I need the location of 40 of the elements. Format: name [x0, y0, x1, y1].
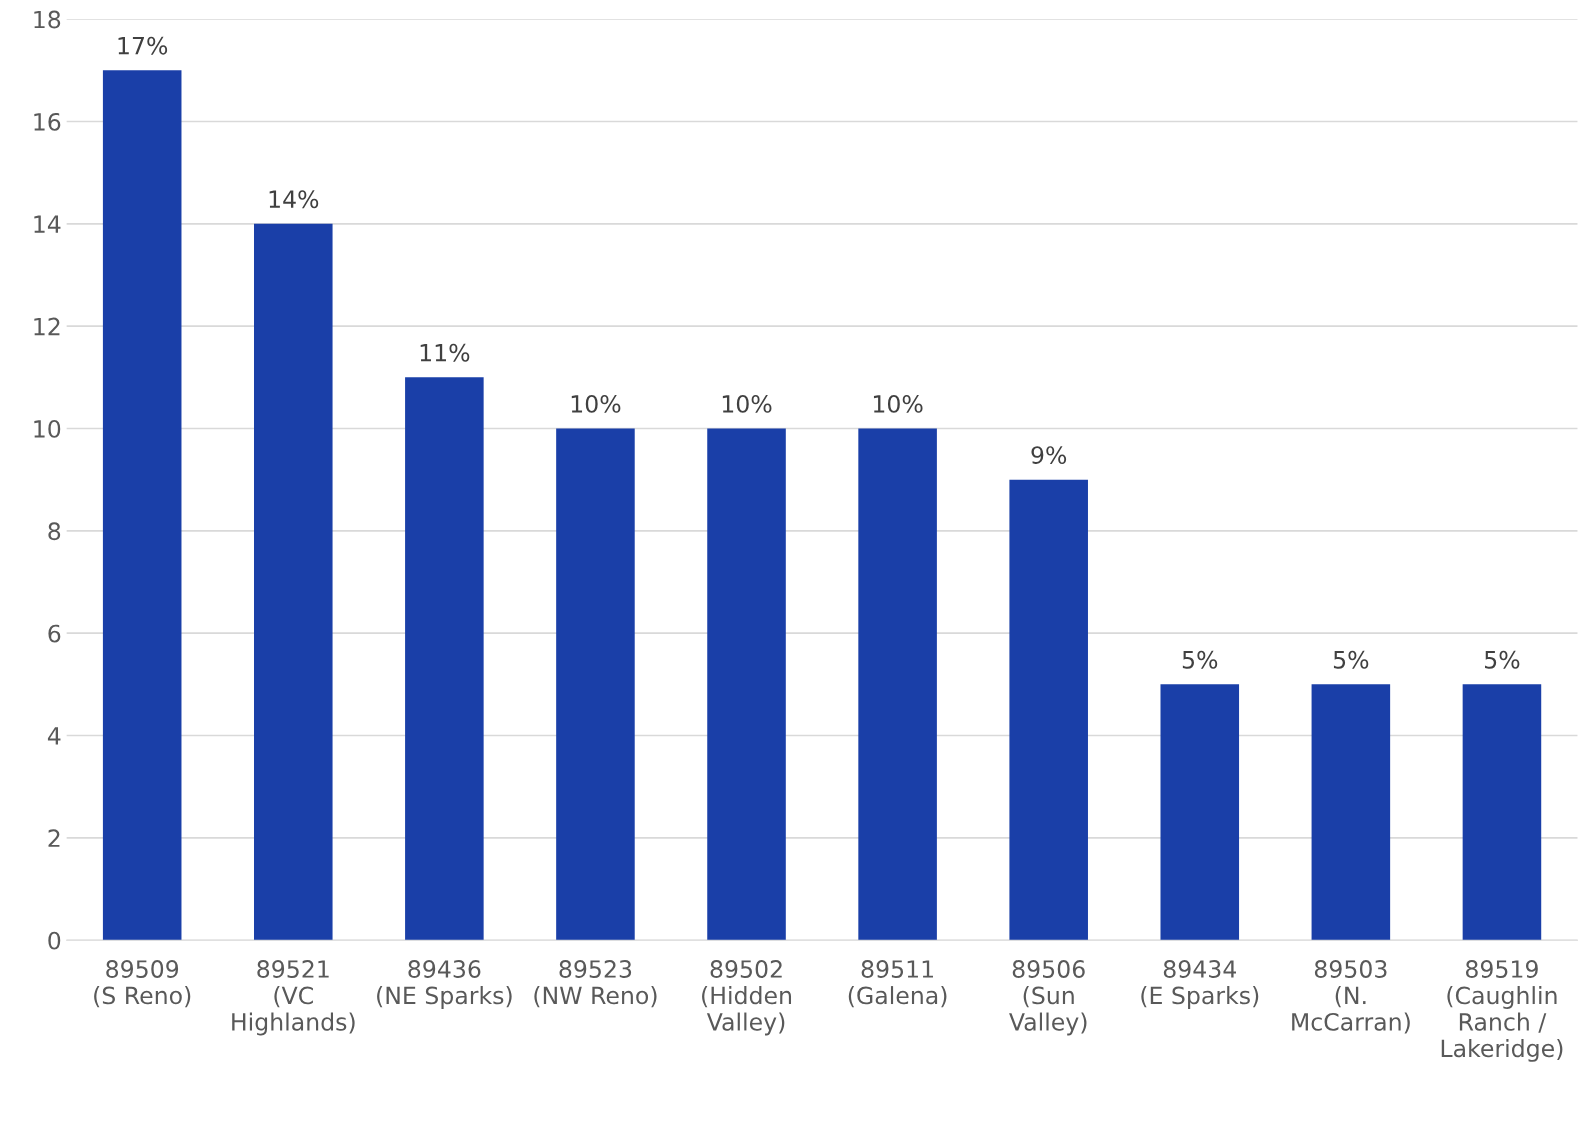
bar	[1311, 684, 1391, 941]
bar	[707, 428, 786, 941]
bar	[556, 428, 635, 941]
bar	[254, 223, 333, 941]
x-tick-label: 89503 (N. McCarran)	[1292, 960, 1410, 1034]
data-label: 5%	[1333, 650, 1369, 669]
data-label: 11%	[420, 343, 470, 362]
x-tick-label: 89506 (Sun Valley)	[1009, 960, 1087, 1036]
data-label: 14%	[269, 190, 319, 209]
bar	[102, 70, 182, 941]
x-tick-label: 89434 (E Sparks)	[1141, 960, 1259, 1009]
bar	[405, 377, 484, 941]
data-label: 10%	[571, 394, 621, 413]
y-tick-label: 8	[48, 522, 61, 541]
x-tick-label: 89523 (NW Reno)	[534, 960, 657, 1008]
y-tick-label: 2	[48, 829, 60, 847]
data-label: 9%	[1031, 446, 1067, 464]
x-tick-label: 89511 (Galena)	[848, 960, 947, 1008]
data-label: 17%	[118, 36, 168, 55]
data-label: 10%	[722, 394, 772, 413]
x-tick-label: 89521 (VC Highlands)	[232, 960, 355, 1036]
bar	[1462, 684, 1542, 941]
data-label: 5%	[1485, 650, 1520, 669]
x-tick-label: 89502 (Hidden Valley)	[702, 960, 792, 1036]
y-tick-label: 18	[34, 10, 61, 29]
x-tick-label: 89519 (Caughlin Ranch / Lakeridge)	[1441, 960, 1563, 1062]
y-tick-label: 6	[48, 624, 61, 643]
x-tick-label: 89436 (NE Sparks)	[377, 960, 512, 1009]
x-tick-label: 89509 (S Reno)	[94, 960, 191, 1008]
bar	[1160, 684, 1240, 941]
y-tick-label: 14	[34, 215, 61, 233]
y-tick-label: 0	[48, 931, 61, 950]
data-label: 5%	[1182, 650, 1218, 669]
y-tick-label: 12	[34, 317, 60, 336]
bar	[858, 428, 937, 941]
data-label: 10%	[873, 394, 923, 413]
bar	[1009, 479, 1088, 941]
y-tick-label: 16	[34, 112, 61, 131]
y-tick-label: 4	[47, 727, 61, 745]
y-tick-label: 10	[34, 419, 61, 438]
